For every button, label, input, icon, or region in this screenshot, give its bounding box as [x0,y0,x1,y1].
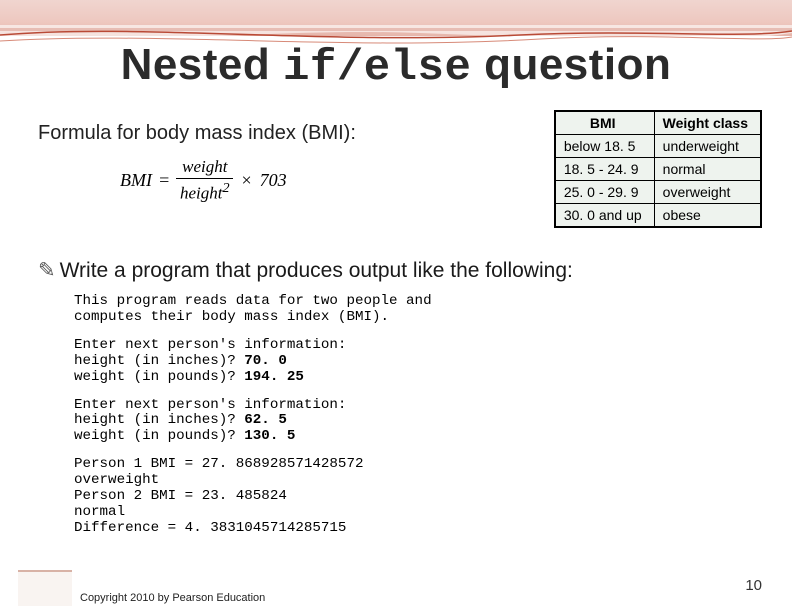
publisher-logo [18,570,72,606]
console-user-input: 70. 0 [244,353,287,369]
slide-root: Nested if/else question Formula for body… [0,0,792,612]
table-row: 30. 0 and upobese [555,204,761,228]
table-cell: underweight [654,135,761,158]
console-output: This program reads data for two people a… [74,294,432,537]
console-line: Difference = 4. 3831045714285715 [74,521,432,537]
table-cell: normal [654,158,761,181]
console-line: height (in inches)? 70. 0 [74,354,432,370]
table-cell: 18. 5 - 24. 9 [555,158,654,181]
console-line: weight (in pounds)? 130. 5 [74,429,432,445]
console-line: weight (in pounds)? 194. 25 [74,370,432,386]
formula-denominator: height2 [180,179,230,203]
console-user-input: 130. 5 [244,428,295,444]
table-cell: overweight [654,181,761,204]
bullet-icon: ✎ [38,259,56,282]
table-header-row: BMI Weight class [555,111,761,135]
table-row: 18. 5 - 24. 9normal [555,158,761,181]
instruction-bullet: ✎Write a program that produces output li… [38,258,573,283]
subtitle-text: Formula for body mass index (BMI): [38,122,356,145]
table-cell: 25. 0 - 29. 9 [555,181,654,204]
table-cell: below 18. 5 [555,135,654,158]
table-row: below 18. 5underweight [555,135,761,158]
page-number: 10 [745,577,762,594]
table-cell: 30. 0 and up [555,204,654,228]
console-line: height (in inches)? 62. 5 [74,413,432,429]
instruction-text: Write a program that produces output lik… [60,259,573,282]
console-user-input: 194. 25 [244,369,304,385]
table-header-bmi: BMI [555,111,654,135]
slide-title: Nested if/else question [0,40,792,93]
console-line: This program reads data for two people a… [74,294,432,310]
title-text-1: Nested [121,40,283,89]
table-row: 25. 0 - 29. 9overweight [555,181,761,204]
formula-numerator: weight [176,158,233,179]
formula-lhs: BMI [120,170,152,191]
console-line: computes their body mass index (BMI). [74,310,432,326]
table-header-class: Weight class [654,111,761,135]
console-blank [74,326,432,338]
formula-factor: 703 [260,170,287,191]
console-line: overweight [74,473,432,489]
title-text-2: question [471,40,671,89]
console-line: Person 2 BMI = 23. 485824 [74,489,432,505]
formula-times: × [239,170,253,191]
copyright-text: Copyright 2010 by Pearson Education [80,592,265,604]
formula-fraction: weight height2 [176,158,233,202]
table-body: below 18. 5underweight18. 5 - 24. 9norma… [555,135,761,228]
bmi-table: BMI Weight class below 18. 5underweight1… [554,110,762,228]
console-line: Enter next person's information: [74,398,432,414]
console-blank [74,386,432,398]
console-line: normal [74,505,432,521]
console-line: Enter next person's information: [74,338,432,354]
console-line: Person 1 BMI = 27. 868928571428572 [74,457,432,473]
bmi-formula: BMI = weight height2 × 703 [120,158,287,202]
table-cell: obese [654,204,761,228]
formula-eq: = [158,170,170,191]
title-code: if/else [283,43,471,93]
console-user-input: 62. 5 [244,412,287,428]
